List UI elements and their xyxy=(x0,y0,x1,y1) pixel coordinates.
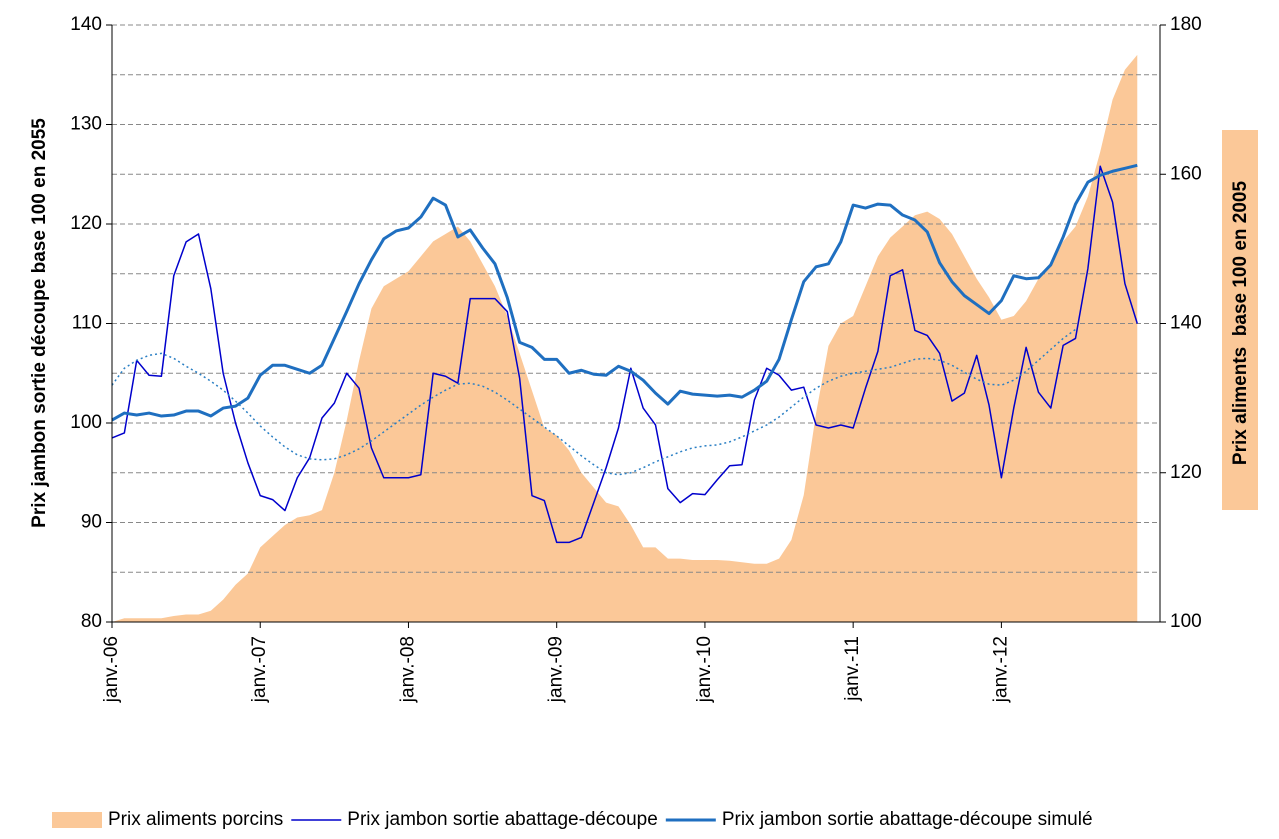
x-tick-label: janv.-12 xyxy=(990,636,1011,703)
x-tick-label: janv.-06 xyxy=(101,636,122,703)
y2-tick-label: 120 xyxy=(1170,462,1202,483)
x-tick-label: janv.-11 xyxy=(842,636,863,702)
x-tick-label: janv.-09 xyxy=(546,636,567,703)
x-tick-label: janv.-08 xyxy=(397,636,418,703)
legend-label: Prix aliments porcins xyxy=(108,809,283,830)
y2-tick-label: 160 xyxy=(1170,163,1202,184)
legend-label: Prix jambon sortie abattage-découpe xyxy=(347,809,658,830)
y-tick-label: 110 xyxy=(72,313,102,334)
y-tick-label: 130 xyxy=(70,114,102,135)
legend-swatch xyxy=(52,812,102,828)
y-tick-label: 120 xyxy=(70,213,102,234)
y-tick-label: 140 xyxy=(70,14,102,35)
line xyxy=(111,163,1138,422)
x-tick-label: janv.-07 xyxy=(249,636,270,703)
y2-label-box xyxy=(1222,130,1258,510)
y2-tick-label: 180 xyxy=(1170,14,1202,35)
y2-tick-label: 100 xyxy=(1170,611,1202,632)
line xyxy=(111,328,1076,476)
x-tick-label: janv.-10 xyxy=(694,636,715,703)
y-axis-label: Prix jambon sortie découpe base 100 en 2… xyxy=(29,118,50,528)
line xyxy=(111,165,1138,544)
legend-label: Prix jambon sortie abattage-découpe simu… xyxy=(722,809,1093,830)
y-tick-label: 100 xyxy=(70,412,102,433)
area xyxy=(112,54,1138,623)
y2-axis-label: Prix aliments base 100 en 2005 xyxy=(1230,181,1251,466)
y-tick-label: 80 xyxy=(81,611,102,632)
y-tick-label: 90 xyxy=(81,512,102,533)
y2-tick-label: 140 xyxy=(1170,313,1202,334)
